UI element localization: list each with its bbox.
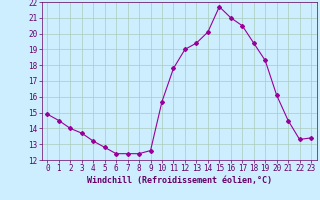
X-axis label: Windchill (Refroidissement éolien,°C): Windchill (Refroidissement éolien,°C) bbox=[87, 176, 272, 185]
